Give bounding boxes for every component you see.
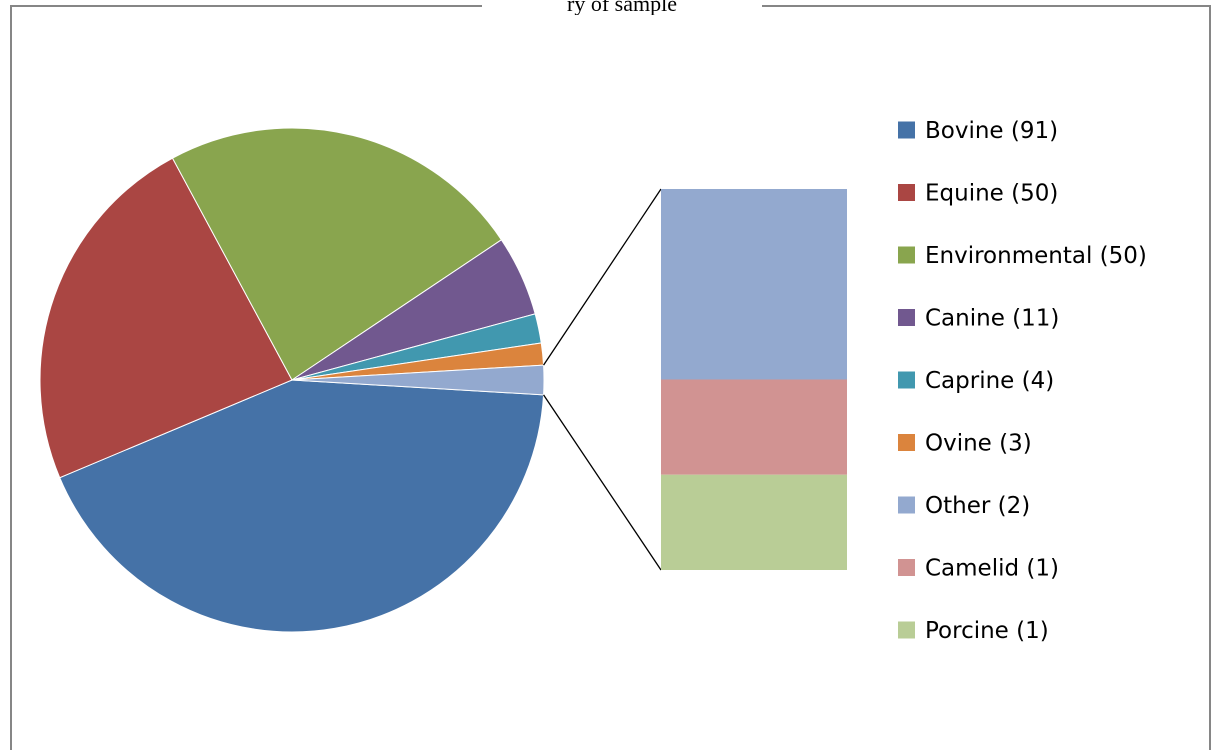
legend-swatch-porcine [898,621,915,639]
legend-swatch-canine [898,309,915,326]
secondary-bar-group [661,189,847,570]
legend-label-camelid: Camelid (1) [925,556,1059,582]
legend-label-environmental: Environmental (50) [925,243,1147,269]
chart-caption: ry of sample [482,0,762,15]
legend-swatch-equine [898,184,915,201]
legend-swatch-other [898,496,915,514]
legend-swatch-camelid [898,559,915,576]
legend-label-canine: Canine (11) [925,306,1059,332]
legend-swatch-ovine [898,434,915,451]
connector-lines [543,188,662,571]
pie-slice-bovine [59,379,545,633]
legend: Bovine (91) Equine (50) Environmental (50)… [898,118,1147,644]
legend-label-other: Other (2) [925,493,1030,519]
legend-label-equine: Equine (50) [925,181,1058,207]
legend-label-bovine: Bovine (91) [925,118,1058,144]
connector-line-bottom [543,394,662,571]
legend-label-caprine: Caprine (4) [925,368,1054,394]
pie-slice-environmental [171,127,503,381]
legend-item-camelid: Camelid (1) [898,556,1059,582]
legend-label-ovine: Ovine (3) [925,431,1032,457]
bar-segment-other [661,189,847,380]
legend-swatch-environmental [898,246,915,264]
legend-item-environmental: Environmental (50) [898,243,1147,269]
bar-segment-camelid [661,379,847,475]
legend-item-ovine: Ovine (3) [898,431,1032,457]
legend-item-equine: Equine (50) [898,181,1058,207]
legend-item-bovine: Bovine (91) [898,118,1058,144]
chart-frame: ry of sample [10,0,1211,750]
legend-swatch-bovine [898,121,915,139]
legend-item-other: Other (2) [898,493,1030,519]
pie-group [39,127,545,633]
bar-segment-porcine [661,474,847,570]
legend-item-porcine: Porcine (1) [898,618,1049,644]
legend-label-porcine: Porcine (1) [925,618,1049,644]
legend-item-canine: Canine (11) [898,306,1059,332]
legend-item-caprine: Caprine (4) [898,368,1054,394]
pie-slice-equine [39,157,293,479]
pie-slice-other-group [291,364,545,396]
connector-line-top [543,188,662,366]
legend-swatch-caprine [898,371,915,389]
